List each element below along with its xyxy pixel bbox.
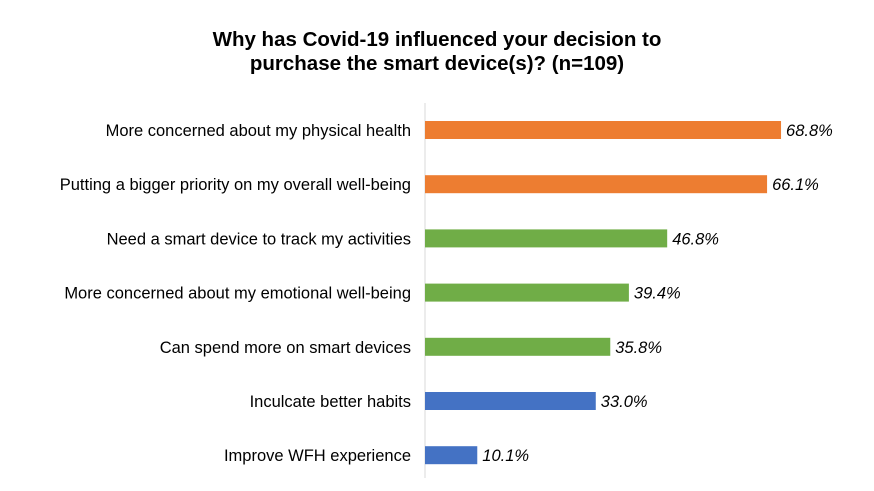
category-label-1: Putting a bigger priority on my overall …: [60, 176, 411, 194]
category-label-6: Improve WFH experience: [224, 447, 411, 465]
bar-3: [425, 283, 629, 302]
category-labels-group: More concerned about my physical health P…: [60, 122, 411, 465]
category-label-2: Need a smart device to track my activiti…: [107, 230, 411, 248]
category-label-0: More concerned about my physical health: [106, 122, 411, 140]
chart-title-line-1: Why has Covid-19 influenced your decisio…: [212, 28, 662, 51]
value-label-6: 10.1%: [482, 447, 529, 465]
category-label-5: Inculcate better habits: [250, 393, 411, 411]
bar-5: [425, 392, 596, 410]
bars-group: [425, 121, 782, 465]
value-label-2: 46.8%: [672, 230, 719, 248]
bar-4: [425, 337, 611, 356]
bar-0: [425, 121, 782, 139]
value-labels-group: 68.8% 66.1% 46.8% 39.4% 35.8% 33.0% 10.1%: [482, 122, 833, 465]
chart-title-line-2: purchase the smart device(s)? (n=109): [249, 52, 625, 75]
category-label-3: More concerned about my emotional well-b…: [64, 285, 411, 303]
value-label-5: 33.0%: [601, 393, 648, 411]
bar-2: [425, 229, 668, 248]
bar-6: [425, 446, 478, 465]
value-label-3: 39.4%: [634, 285, 681, 303]
chart-title: Why has Covid-19 influenced your decisio…: [0, 28, 874, 76]
value-label-4: 35.8%: [615, 339, 662, 357]
value-label-1: 66.1%: [772, 176, 819, 194]
bar-1: [425, 175, 768, 194]
category-label-4: Can spend more on smart devices: [160, 339, 411, 357]
value-label-0: 68.8%: [786, 122, 833, 140]
